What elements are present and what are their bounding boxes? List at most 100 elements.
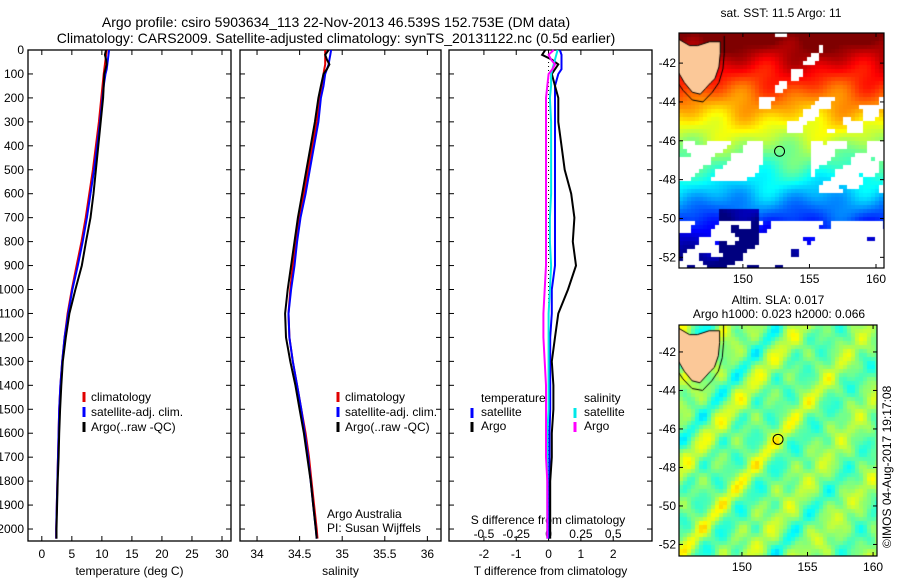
- salinity-xtick-label: 34: [250, 547, 264, 561]
- depth-tick-label: 1700: [0, 450, 24, 464]
- sla-map-title-line2: Argo h1000: 0.023 h2000: 0.066: [693, 307, 865, 321]
- temperature-xtick-label: 20: [155, 547, 169, 561]
- depth-tick-label: 100: [4, 67, 24, 81]
- figure-title-line2: Climatology: CARS2009. Satellite-adjuste…: [57, 30, 615, 46]
- depth-tick-label: 0: [17, 43, 24, 57]
- legend-label: Argo: [481, 419, 507, 433]
- depth-tick-label: 700: [4, 211, 24, 225]
- depth-tick-label: 600: [4, 187, 24, 201]
- sst_map-ytick-label: -50: [659, 211, 677, 225]
- sdiff-tick-label: 0.5: [605, 527, 622, 541]
- sdiff-tick-label: 0.25: [569, 527, 593, 541]
- depth-tick-label: 1200: [0, 330, 24, 344]
- sla_map-xtick-label: 150: [732, 560, 752, 574]
- sla-map-title-line1: Altim. SLA: 0.017: [732, 293, 825, 307]
- salinity-panel-frame: [239, 49, 442, 542]
- depth-tick-label: 900: [4, 259, 24, 273]
- difference-xtick-label: -2: [479, 547, 490, 561]
- difference-xlabel: T difference from climatology: [474, 564, 628, 578]
- salinity-series-satellite-adj-clim-: [287, 49, 333, 539]
- sla_map-ytick-label: -44: [659, 383, 677, 397]
- salinity-xlabel: salinity: [322, 564, 359, 578]
- legend-label: Argo(..raw -QC): [345, 420, 430, 434]
- sla_map-ytick-label: -48: [659, 460, 677, 474]
- difference-series-t-satellite: [548, 49, 563, 539]
- temperature-xtick-label: 5: [68, 547, 75, 561]
- sst_map-ytick-label: -42: [659, 56, 677, 70]
- legend-label: climatology: [91, 390, 151, 404]
- sst_map-frame: [678, 32, 885, 269]
- sla_map-ytick-label: -50: [659, 499, 677, 513]
- sdiff-tick-label: -0.5: [474, 527, 495, 541]
- difference-panel-frame: [448, 49, 653, 542]
- temperature-xlabel: temperature (deg C): [75, 564, 183, 578]
- legend-heading-salinity: salinity: [584, 391, 621, 405]
- sla_map-argo-location-marker: [772, 433, 784, 445]
- depth-tick-label: 1800: [0, 474, 24, 488]
- salinity-xtick-label: 36: [421, 547, 435, 561]
- depth-tick-label: 300: [4, 115, 24, 129]
- sla_map-ytick-label: -52: [659, 537, 677, 551]
- depth-tick-label: 500: [4, 163, 24, 177]
- difference-xtick-label: 2: [610, 547, 617, 561]
- legend-label: satellite-adj. clim.: [91, 405, 183, 419]
- sla_map-xtick-label: 160: [863, 560, 883, 574]
- salinity-series-argo-raw-qc-: [284, 49, 331, 539]
- salinity-xtick-label: 35.5: [373, 547, 397, 561]
- imos-timestamp: ©IMOS 04-Aug-2017 19:17:08: [880, 385, 894, 548]
- depth-tick-label: 1500: [0, 402, 24, 416]
- legend-label: satellite: [481, 405, 522, 419]
- legend-label: climatology: [345, 390, 405, 404]
- depth-tick-label: 1600: [0, 426, 24, 440]
- sst-map-title: sat. SST: 11.5 Argo: 11: [721, 6, 842, 20]
- figure-title-line1: Argo profile: csiro 5903634_113 22-Nov-2…: [102, 14, 570, 30]
- temperature-series-argo-raw-qc-: [55, 49, 108, 539]
- difference-xtick-label: -1: [511, 547, 522, 561]
- temperature-xtick-label: 10: [95, 547, 109, 561]
- depth-tick-label: 1400: [0, 378, 24, 392]
- depth-tick-label: 1100: [0, 306, 24, 320]
- salinity-xtick-label: 34.5: [288, 547, 312, 561]
- legend-label: Argo: [584, 419, 610, 433]
- sla_map-xtick-label: 155: [797, 560, 817, 574]
- salinity-series-climatology: [287, 50, 327, 539]
- annotation-affiliation: Argo Australia: [327, 507, 402, 521]
- sst_map-xtick-label: 160: [866, 272, 886, 286]
- sla-map-image: [679, 325, 877, 556]
- legend-label: satellite: [584, 405, 625, 419]
- sla_map-ytick-label: -42: [659, 345, 677, 359]
- temperature-xtick-label: 25: [185, 547, 199, 561]
- depth-tick-label: 200: [4, 91, 24, 105]
- difference-series-s-argo: [542, 49, 557, 539]
- temperature-xtick-label: 0: [38, 547, 45, 561]
- annotation-line1: PI: Susan Wijffels: [327, 521, 421, 535]
- sst_map-xtick-label: 150: [733, 272, 753, 286]
- depth-tick-label: 400: [4, 139, 24, 153]
- sst_map-ytick-label: -48: [659, 173, 677, 187]
- sst_map-argo-location-marker: [774, 145, 786, 157]
- legend-label: satellite-adj. clim.: [345, 405, 437, 419]
- difference-series-t-argo: [540, 49, 578, 539]
- legend-heading-temperature: temperature: [481, 391, 546, 405]
- sst-map-image: [679, 33, 884, 268]
- difference-xtick-label: 0: [545, 547, 552, 561]
- sst_map-ytick-label: -52: [659, 250, 677, 264]
- sst_map-ytick-label: -44: [659, 95, 677, 109]
- sst_map-ytick-label: -46: [659, 134, 677, 148]
- sdiff-tick-label: -0.25: [503, 527, 531, 541]
- sst_map-xtick-label: 155: [799, 272, 819, 286]
- sla_map-ytick-label: -46: [659, 422, 677, 436]
- depth-tick-label: 1000: [0, 283, 24, 297]
- salinity-xtick-label: 35: [336, 547, 350, 561]
- sla_map-frame: [678, 324, 878, 557]
- temperature-xtick-label: 15: [125, 547, 139, 561]
- temperature-panel-frame: [27, 49, 232, 542]
- depth-tick-label: 800: [4, 235, 24, 249]
- depth-tick-label: 2000: [0, 522, 24, 536]
- depth-tick-label: 1900: [0, 498, 24, 512]
- temperature-xtick-label: 30: [215, 547, 229, 561]
- depth-tick-label: 1300: [0, 354, 24, 368]
- difference-xtick-label: 1: [578, 547, 585, 561]
